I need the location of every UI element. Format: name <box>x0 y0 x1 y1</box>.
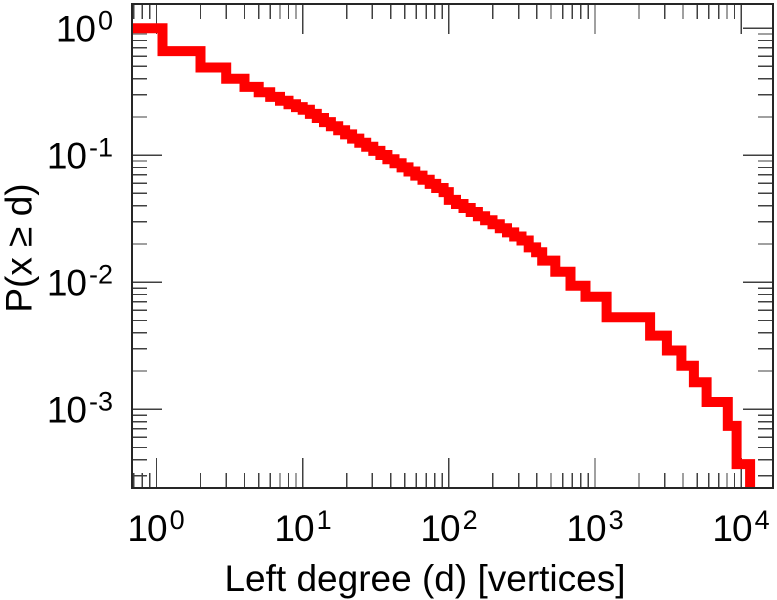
x-tick-label: 10 1 <box>274 504 332 549</box>
x-tick-label: 10 4 <box>712 504 770 549</box>
x-tick-label: 10 3 <box>566 504 624 549</box>
y-tick-label: 10 -1 <box>46 132 113 177</box>
x-tick-label: 10 2 <box>420 504 478 549</box>
plot-border <box>131 3 774 489</box>
y-axis-title: P(x ≥ d) <box>0 183 40 313</box>
y-tick-label: 10 -3 <box>46 386 113 431</box>
y-tick-label: 10 -2 <box>46 259 113 304</box>
x-tick-label: 10 0 <box>127 504 185 549</box>
y-tick-label: 10 0 <box>55 5 113 50</box>
x-axis-title: Left degree (d) [vertices] <box>224 558 626 599</box>
ccdf-curve <box>132 23 756 488</box>
